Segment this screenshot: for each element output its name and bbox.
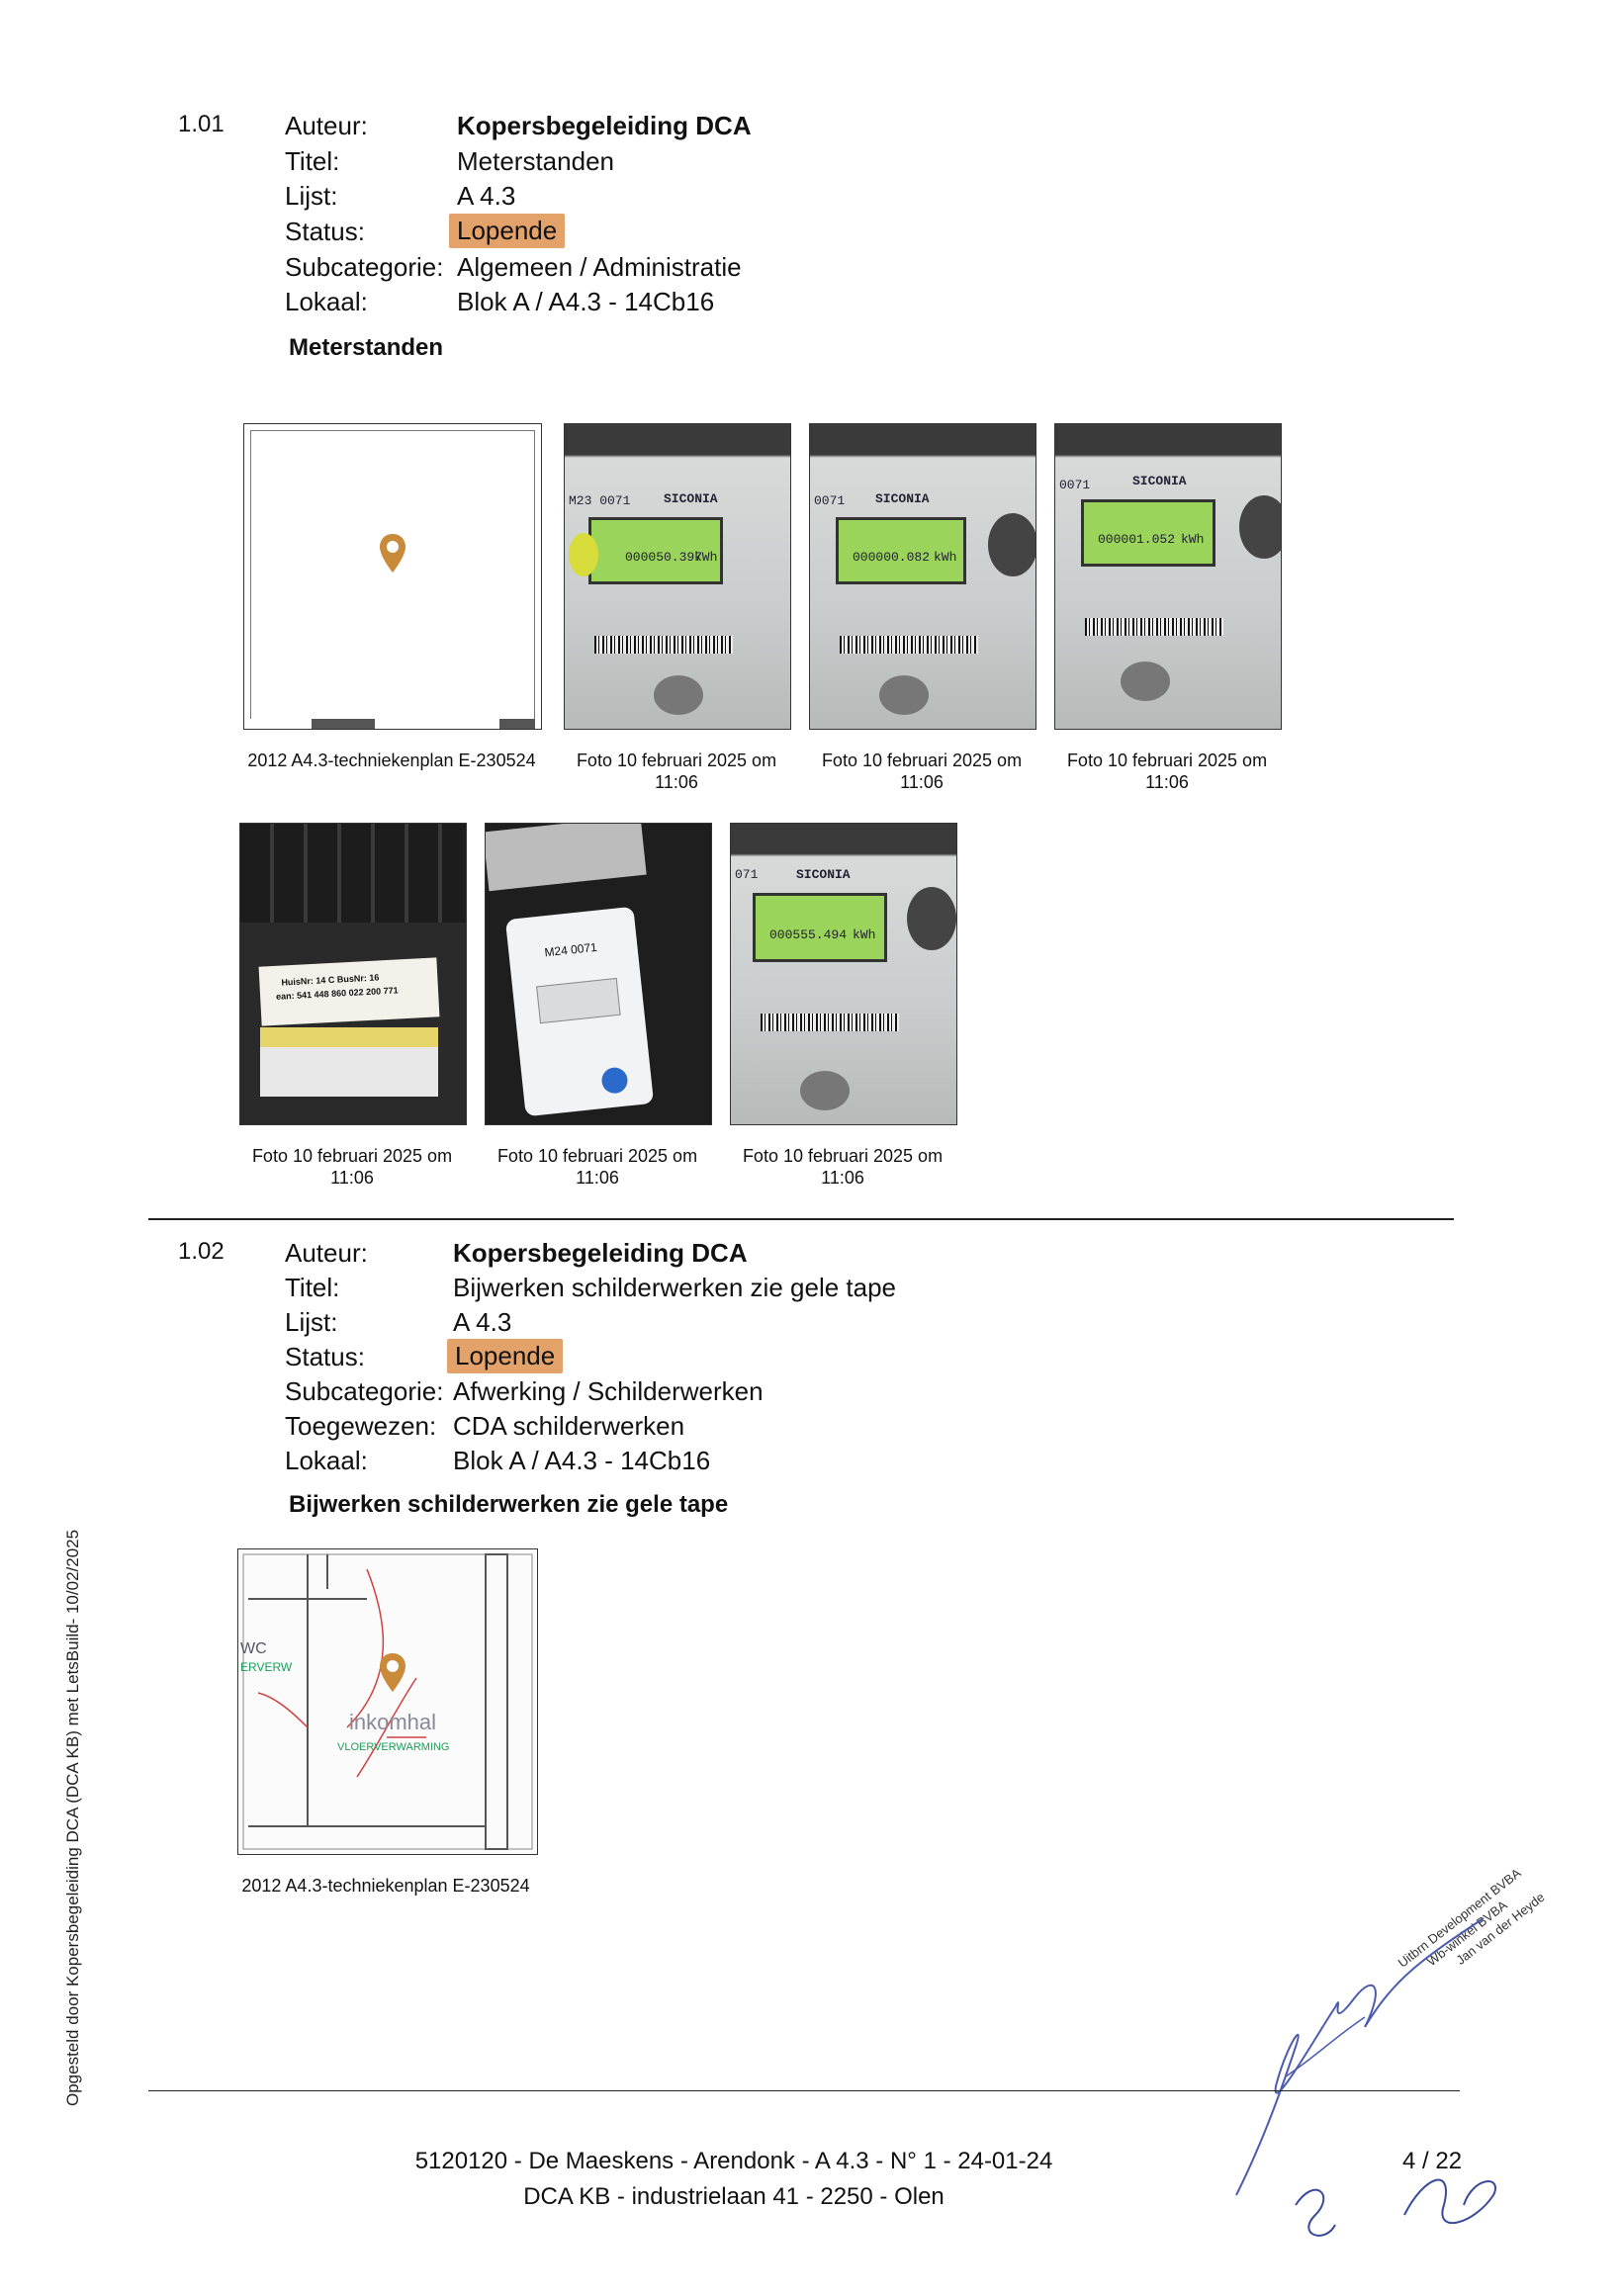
field-value-subcategorie: Algemeen / Administratie xyxy=(457,252,742,282)
barcode xyxy=(594,636,733,654)
field-label-titel: Titel: xyxy=(285,146,340,176)
field-label-lokaal: Lokaal: xyxy=(285,287,368,316)
field-label-lijst: Lijst: xyxy=(285,1307,338,1337)
caption-time: 11:06 xyxy=(1145,772,1189,792)
entry-number: 1.01 xyxy=(178,111,225,137)
meter-brand: SICONIA xyxy=(1132,474,1187,488)
caption-time: 11:06 xyxy=(330,1168,374,1188)
footer-project: 5120120 - De Maeskens - Arendonk - A 4.3… xyxy=(414,2148,1053,2174)
thumbnail-caption: Foto 10 februari 2025 om 11:06 xyxy=(554,750,799,793)
caption-line: Foto 10 februari 2025 om xyxy=(251,1146,453,1166)
meter-reading: 000050.397 xyxy=(625,550,703,565)
meter-code: 0071 xyxy=(814,493,846,508)
meter-unit: kWh xyxy=(694,550,718,565)
meter-code: 0071 xyxy=(1059,478,1091,492)
field-label-auteur: Auteur: xyxy=(285,111,368,140)
thumbnail-caption: 2012 A4.3-techniekenplan E-230524 xyxy=(241,1876,530,1896)
sidebar-generated-by: Opgesteld door Kopersbegeleiding DCA (DC… xyxy=(63,1529,82,2106)
field-value-lijst: A 4.3 xyxy=(457,181,516,211)
field-label-subcategorie: Subcategorie: xyxy=(285,252,444,282)
field-value-lokaal: Blok A / A4.3 - 14Cb16 xyxy=(457,287,715,316)
field-value-auteur: Kopersbegeleiding DCA xyxy=(453,1238,748,1268)
entry-heading: Bijwerken schilderwerken zie gele tape xyxy=(289,1491,729,1518)
page-number: 4 / 22 xyxy=(1402,2148,1463,2174)
field-label-subcategorie: Subcategorie: xyxy=(285,1376,444,1406)
field-label-status: Status: xyxy=(285,1342,365,1371)
meter-code: 071 xyxy=(735,867,759,882)
field-label-lokaal: Lokaal: xyxy=(285,1446,368,1475)
meter-reading: 000001.052 xyxy=(1098,532,1176,547)
field-label-toegewezen: Toegewezen: xyxy=(285,1411,437,1441)
caption-time: 11:06 xyxy=(900,772,944,792)
footer-address: DCA KB - industrielaan 41 - 2250 - Olen xyxy=(523,2183,945,2210)
plan-label: ERVERW xyxy=(240,1660,293,1674)
caption-time: 11:06 xyxy=(655,772,698,792)
field-value-auteur: Kopersbegeleiding DCA xyxy=(457,111,752,140)
plan-label: VLOERVERWARMING xyxy=(337,1741,450,1753)
field-value-titel: Meterstanden xyxy=(457,146,614,176)
meter-unit: kWh xyxy=(853,927,876,942)
field-label-titel: Titel: xyxy=(285,1273,340,1302)
section-divider xyxy=(148,1218,1454,1220)
plan-thumbnail[interactable] xyxy=(243,423,542,730)
plan-label: WC xyxy=(240,1640,267,1657)
field-label-status: Status: xyxy=(285,217,365,246)
meter-unit: kWh xyxy=(934,550,957,565)
thumbnail-caption: Foto 10 februari 2025 om 11:06 xyxy=(724,1145,961,1189)
label-text: ean: 541 448 860 022 200 771 xyxy=(275,985,399,1002)
water-meter-photo[interactable]: M24 0071 xyxy=(485,823,712,1125)
caption-line: Foto 10 februari 2025 om xyxy=(496,1146,698,1166)
caption-line: Foto 10 februari 2025 om xyxy=(1066,751,1268,770)
field-value-lokaal: Blok A / A4.3 - 14Cb16 xyxy=(453,1446,711,1475)
field-value-titel: Bijwerken schilderwerken zie gele tape xyxy=(453,1273,897,1302)
barcode xyxy=(1085,618,1223,636)
entry-heading: Meterstanden xyxy=(289,334,444,361)
field-label-lijst: Lijst: xyxy=(285,181,338,211)
meter-photo[interactable]: SICONIA 071 000555.494 kWh xyxy=(730,823,957,1125)
label-text: HuisNr: 14 C BusNr: 16 xyxy=(281,972,380,988)
meter-brand: SICONIA xyxy=(796,867,851,882)
meter-code: M24 0071 xyxy=(543,939,598,960)
plan-thumbnail[interactable]: WC ERVERW inkomhal VLOERVERWARMING xyxy=(237,1548,538,1855)
meter-photo[interactable]: SICONIA 0071 000001.052 kWh xyxy=(1054,423,1282,730)
meter-code: M23 0071 xyxy=(569,493,631,508)
fusebox-photo[interactable]: HuisNr: 14 C BusNr: 16 ean: 541 448 860 … xyxy=(239,823,467,1125)
thumbnail-caption: Foto 10 februari 2025 om 11:06 xyxy=(479,1145,716,1189)
caption-line: Foto 10 februari 2025 om xyxy=(576,751,777,770)
field-value-toegewezen: CDA schilderwerken xyxy=(453,1411,685,1441)
status-badge: Lopende xyxy=(447,1339,564,1373)
footer-divider xyxy=(148,2090,1460,2091)
plan-label: inkomhal xyxy=(349,1710,437,1734)
caption-line: Foto 10 februari 2025 om xyxy=(821,751,1023,770)
meter-reading: 000000.082 xyxy=(853,550,931,565)
meter-reading: 000555.494 xyxy=(769,927,848,942)
map-pin-icon xyxy=(380,1653,405,1692)
thumbnail-caption: 2012 A4.3-techniekenplan E-230524 xyxy=(247,751,536,770)
map-pin-icon xyxy=(380,534,405,573)
thumbnail-caption: Foto 10 februari 2025 om 11:06 xyxy=(799,750,1044,793)
meter-photo[interactable]: SICONIA M23 0071 000050.397 kWh xyxy=(564,423,791,730)
caption-line: Foto 10 februari 2025 om xyxy=(742,1146,944,1166)
meter-brand: SICONIA xyxy=(664,491,718,506)
caption-time: 11:06 xyxy=(821,1168,864,1188)
thumbnail-caption: Foto 10 februari 2025 om 11:06 xyxy=(233,1145,471,1189)
signature xyxy=(1235,1917,1496,2237)
caption-time: 11:06 xyxy=(576,1168,619,1188)
meter-knob xyxy=(569,533,598,576)
meter-unit: kWh xyxy=(1181,532,1205,547)
field-value-subcategorie: Afwerking / Schilderwerken xyxy=(453,1376,764,1406)
meter-brand: SICONIA xyxy=(875,491,930,506)
thumbnail-caption: Foto 10 februari 2025 om 11:06 xyxy=(1044,750,1290,793)
barcode xyxy=(761,1014,899,1031)
meter-photo[interactable]: SICONIA 0071 000000.082 kWh xyxy=(809,423,1036,730)
field-value-lijst: A 4.3 xyxy=(453,1307,512,1337)
status-badge: Lopende xyxy=(449,214,566,248)
field-label-auteur: Auteur: xyxy=(285,1238,368,1268)
entry-number: 1.02 xyxy=(178,1238,225,1265)
barcode xyxy=(840,636,978,654)
